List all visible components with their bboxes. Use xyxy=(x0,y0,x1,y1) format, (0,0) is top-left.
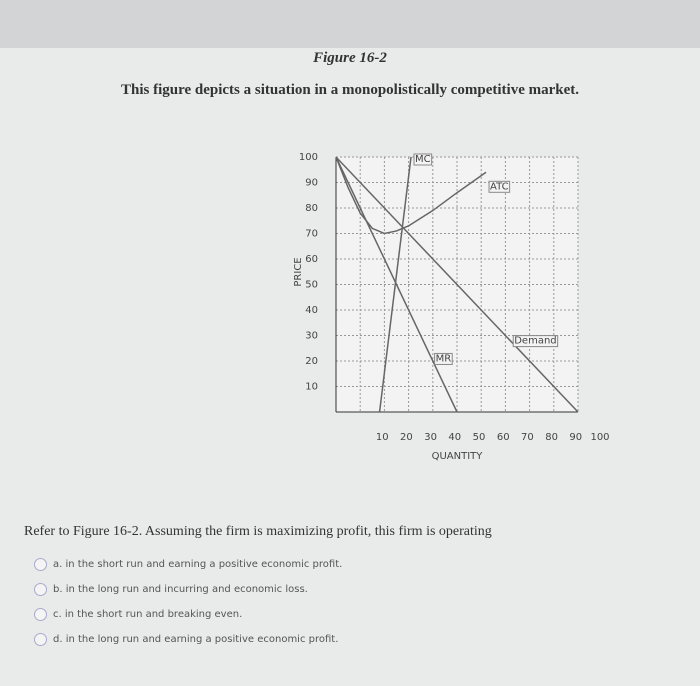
y-tick-label: 30 xyxy=(305,331,318,342)
radio-button[interactable] xyxy=(34,608,47,621)
x-tick-label: 100 xyxy=(590,432,609,443)
label-box xyxy=(488,180,511,193)
y-tick-label: 40 xyxy=(305,305,318,316)
question: Refer to Figure 16-2. Assuming the firm … xyxy=(24,524,492,539)
x-tick-label: 90 xyxy=(569,432,582,443)
curve xyxy=(378,156,412,413)
y-axis-label: PRICE xyxy=(293,257,304,286)
option-text: b. in the long run and incurring and eco… xyxy=(53,584,308,595)
x-tick-label: 40 xyxy=(448,432,461,443)
y-tick-label: 60 xyxy=(305,254,318,265)
x-tick-label: 60 xyxy=(497,432,510,443)
radio-button[interactable] xyxy=(34,558,47,571)
curve xyxy=(335,156,458,413)
option[interactable]: d. in the long run and earning a positiv… xyxy=(34,633,338,646)
curve xyxy=(335,156,487,235)
x-tick-label: 30 xyxy=(424,432,437,443)
x-tick-label: 20 xyxy=(400,432,413,443)
figure-title: Figure 16-2 xyxy=(313,50,387,66)
option-text: c. in the short run and breaking even. xyxy=(53,609,243,620)
option[interactable]: b. in the long run and incurring and eco… xyxy=(34,583,308,596)
option[interactable]: c. in the short run and breaking even. xyxy=(34,608,242,621)
option-text: d. in the long run and earning a positiv… xyxy=(53,634,339,645)
x-tick-label: 50 xyxy=(473,432,486,443)
x-tick-label: 70 xyxy=(521,432,534,443)
option[interactable]: a. in the short run and earning a positi… xyxy=(34,558,342,571)
x-tick-label: 80 xyxy=(545,432,558,443)
radio-button[interactable] xyxy=(34,583,47,596)
y-tick-label: 20 xyxy=(305,356,318,367)
y-tick-label: 10 xyxy=(305,382,318,393)
curve-label: MC xyxy=(415,154,431,165)
figure-subtitle: This figure depicts a situation in a mon… xyxy=(120,82,580,98)
y-tick-label: 90 xyxy=(305,178,318,189)
x-axis-label: QUANTITY xyxy=(432,451,484,462)
curve xyxy=(335,156,579,413)
radio-button[interactable] xyxy=(34,633,47,646)
curve-label: ATC xyxy=(490,181,509,192)
label-box xyxy=(512,335,559,348)
x-tick-label: 10 xyxy=(376,432,389,443)
y-tick-label: 100 xyxy=(299,152,318,163)
curve-label: MR xyxy=(436,353,452,364)
label-box xyxy=(434,352,453,365)
label-box xyxy=(413,153,433,166)
option-text: a. in the short run and earning a positi… xyxy=(53,559,343,570)
curve-label: Demand xyxy=(514,336,556,347)
y-tick-label: 70 xyxy=(305,229,318,240)
y-tick-label: 50 xyxy=(305,280,318,291)
top-bar xyxy=(0,0,700,48)
y-tick-label: 80 xyxy=(305,203,318,214)
